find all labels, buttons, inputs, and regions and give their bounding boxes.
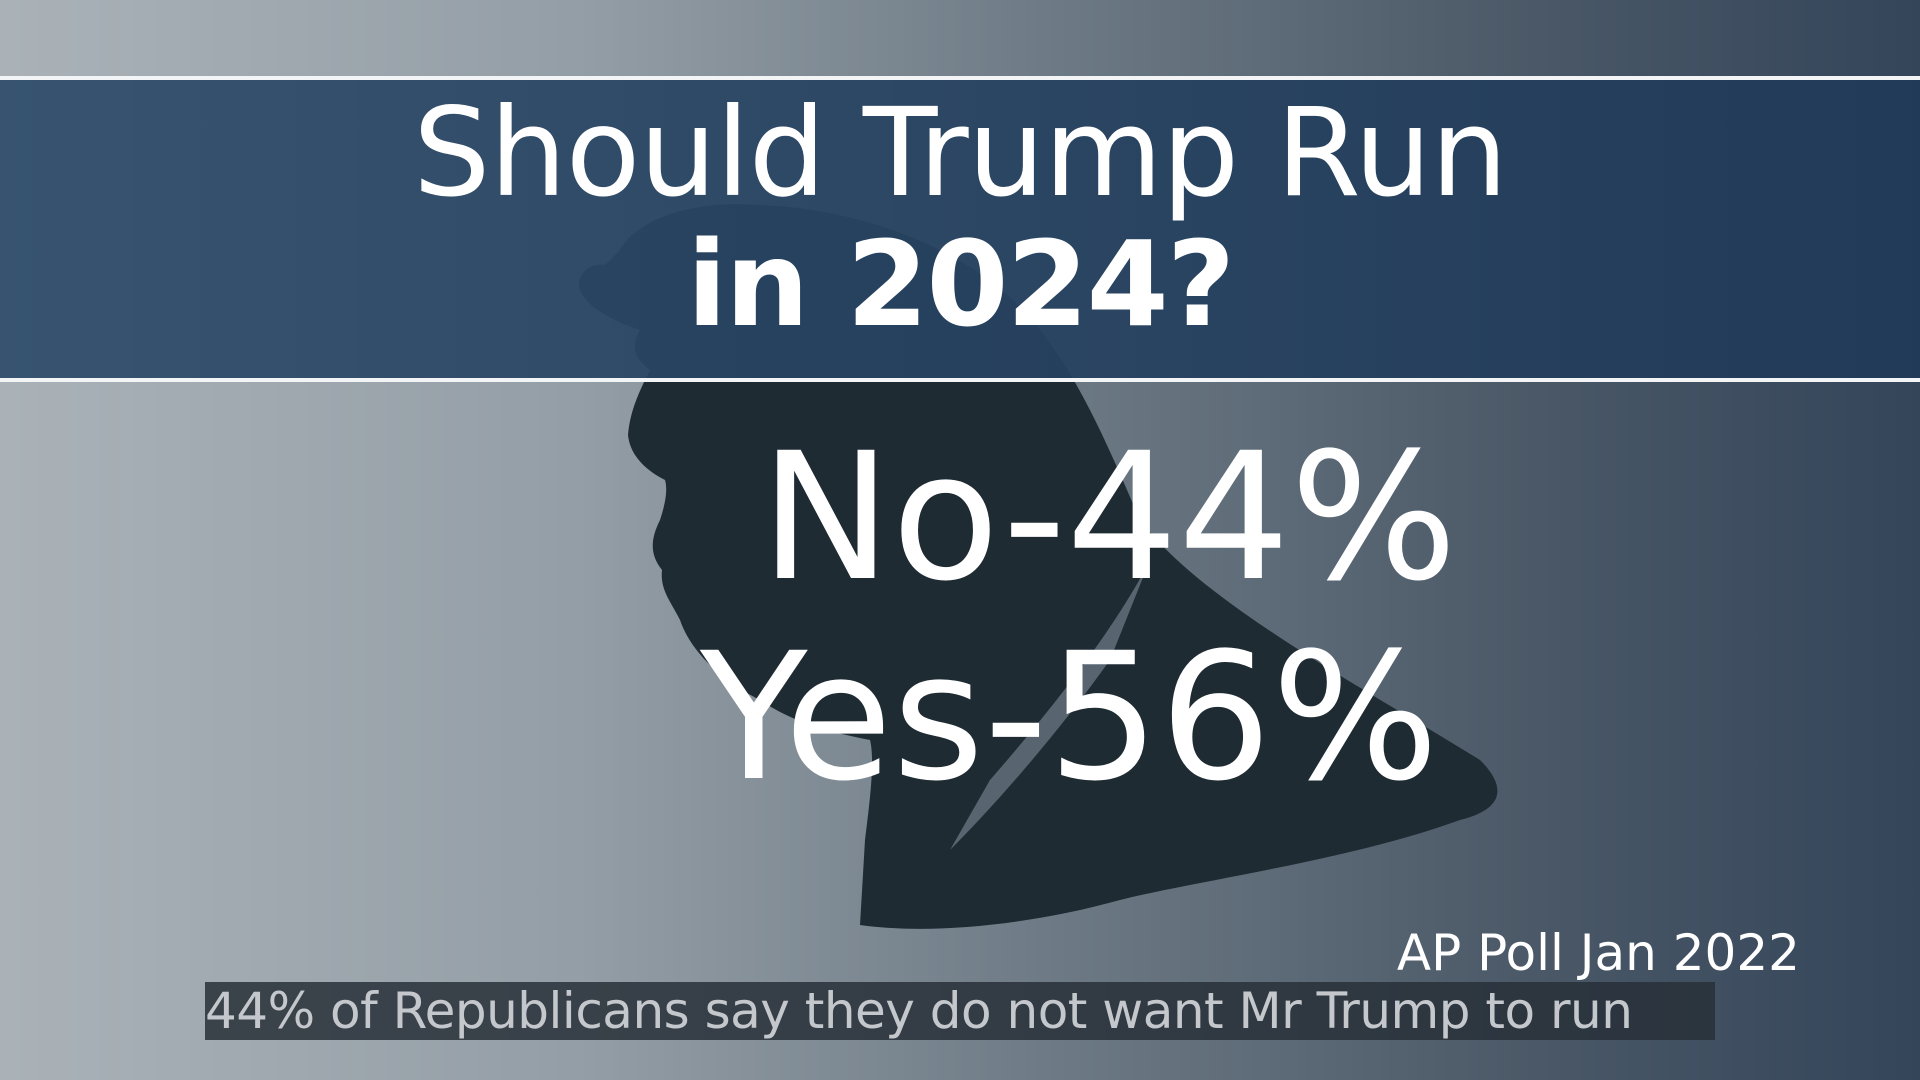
title-line-1: Should Trump Run (413, 82, 1508, 224)
title-line-2: in 2024? (686, 215, 1235, 353)
subtitle-caption: 44% of Republicans say they do not want … (205, 982, 1715, 1040)
title-banner (0, 76, 1920, 382)
result-no: No-44% (760, 415, 1458, 620)
result-yes: Yes-56% (700, 615, 1439, 820)
poll-source: AP Poll Jan 2022 (1396, 924, 1800, 982)
